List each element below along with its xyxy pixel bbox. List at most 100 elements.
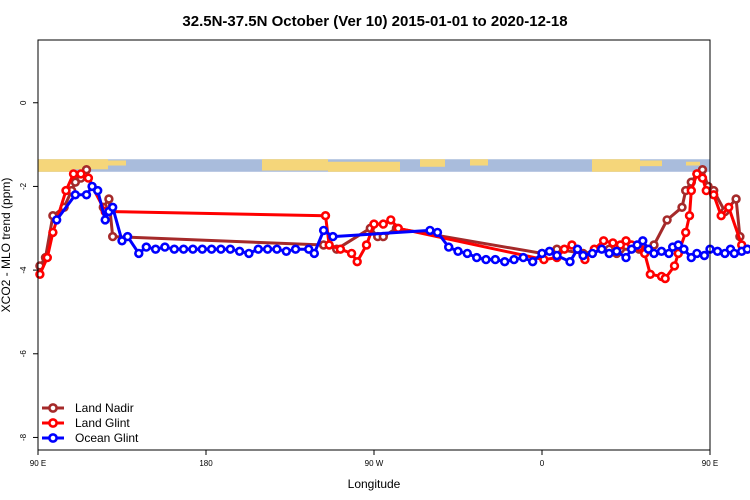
data-point bbox=[649, 248, 659, 259]
data-point bbox=[160, 242, 170, 252]
data-point bbox=[598, 236, 609, 246]
x-axis-label: Longitude bbox=[348, 477, 401, 491]
map-strip-land bbox=[38, 159, 72, 172]
x-tick-label: 90 W bbox=[365, 459, 384, 468]
legend-label: Ocean Glint bbox=[75, 431, 139, 445]
data-point bbox=[453, 246, 463, 257]
data-point bbox=[621, 252, 631, 263]
data-point bbox=[425, 225, 435, 236]
data-point bbox=[527, 257, 538, 267]
x-tick-label: 90 E bbox=[702, 459, 718, 468]
x-tick-label: 90 E bbox=[30, 459, 46, 468]
series-layer bbox=[35, 165, 750, 284]
data-point bbox=[169, 244, 180, 254]
data-point bbox=[656, 246, 667, 257]
data-point bbox=[723, 202, 734, 213]
data-point bbox=[677, 202, 687, 213]
data-point bbox=[701, 185, 711, 196]
y-tick-label: 0 bbox=[19, 100, 28, 105]
data-point bbox=[638, 236, 648, 246]
data-point bbox=[500, 257, 510, 267]
data-point bbox=[731, 194, 741, 204]
data-point bbox=[290, 244, 301, 254]
data-point bbox=[472, 252, 482, 263]
data-point bbox=[51, 215, 62, 225]
data-point bbox=[578, 250, 588, 261]
data-point bbox=[660, 273, 670, 284]
data-point bbox=[490, 254, 500, 265]
data-point bbox=[712, 246, 723, 257]
data-point bbox=[692, 248, 702, 259]
y-tick-label: -2 bbox=[19, 182, 28, 190]
data-point bbox=[197, 244, 208, 254]
data-point bbox=[742, 244, 750, 254]
data-point bbox=[544, 246, 555, 257]
data-point bbox=[664, 248, 674, 259]
data-point bbox=[669, 261, 680, 271]
map-strip-land bbox=[686, 161, 700, 166]
data-point bbox=[92, 185, 103, 196]
data-point bbox=[572, 244, 583, 254]
data-point bbox=[318, 225, 329, 236]
map-strip-land bbox=[640, 160, 662, 167]
data-point bbox=[81, 190, 92, 200]
data-point bbox=[107, 202, 118, 213]
legend-marker bbox=[48, 418, 58, 428]
map-strip-land bbox=[262, 159, 328, 171]
data-point bbox=[559, 244, 570, 254]
x-axis: 90 E 180 90 W 0 90 E bbox=[30, 450, 718, 468]
data-point bbox=[141, 242, 152, 252]
data-point bbox=[432, 227, 443, 238]
y-tick-label: -8 bbox=[19, 433, 28, 441]
data-point bbox=[680, 227, 691, 238]
data-point bbox=[253, 244, 263, 254]
data-point bbox=[61, 185, 71, 196]
data-point bbox=[462, 248, 472, 259]
map-strip-land bbox=[108, 160, 126, 166]
data-point bbox=[234, 246, 245, 257]
data-point bbox=[262, 244, 273, 254]
data-point bbox=[346, 248, 357, 259]
data-point bbox=[100, 215, 110, 225]
data-point bbox=[76, 169, 86, 179]
data-point bbox=[552, 250, 562, 261]
data-point bbox=[537, 248, 547, 259]
data-point bbox=[122, 231, 133, 242]
data-point bbox=[716, 211, 726, 221]
data-point bbox=[708, 190, 719, 200]
data-point bbox=[481, 254, 491, 265]
map-strip-land bbox=[592, 159, 640, 172]
data-point bbox=[150, 244, 161, 254]
map-strip bbox=[38, 159, 710, 172]
data-point bbox=[608, 238, 618, 248]
data-point bbox=[509, 254, 519, 265]
chart-title: 32.5N-37.5N October (Ver 10) 2015-01-01 … bbox=[182, 13, 567, 30]
data-point bbox=[662, 215, 672, 225]
data-point bbox=[596, 244, 607, 254]
data-point bbox=[393, 223, 403, 234]
data-point bbox=[244, 248, 254, 259]
y-axis-label: XCO2 - MLO trend (ppm) bbox=[0, 178, 13, 313]
data-point bbox=[386, 215, 396, 225]
data-point bbox=[178, 244, 189, 254]
data-point bbox=[611, 246, 622, 257]
legend-label: Land Nadir bbox=[75, 401, 134, 415]
data-point bbox=[729, 248, 739, 259]
data-point bbox=[206, 244, 217, 254]
map-strip-land bbox=[72, 159, 108, 170]
data-point bbox=[104, 194, 114, 204]
data-point bbox=[565, 257, 575, 267]
data-point bbox=[107, 231, 118, 242]
data-point bbox=[42, 252, 52, 263]
data-point bbox=[369, 219, 379, 229]
data-point bbox=[684, 211, 695, 221]
legend-item: Ocean Glint bbox=[42, 431, 139, 445]
data-point bbox=[134, 248, 144, 259]
data-point bbox=[686, 185, 696, 196]
data-point bbox=[83, 173, 94, 183]
y-axis: 0 -2 -4 -6 -8 bbox=[19, 100, 38, 441]
data-point bbox=[225, 244, 236, 254]
data-point bbox=[309, 248, 319, 259]
